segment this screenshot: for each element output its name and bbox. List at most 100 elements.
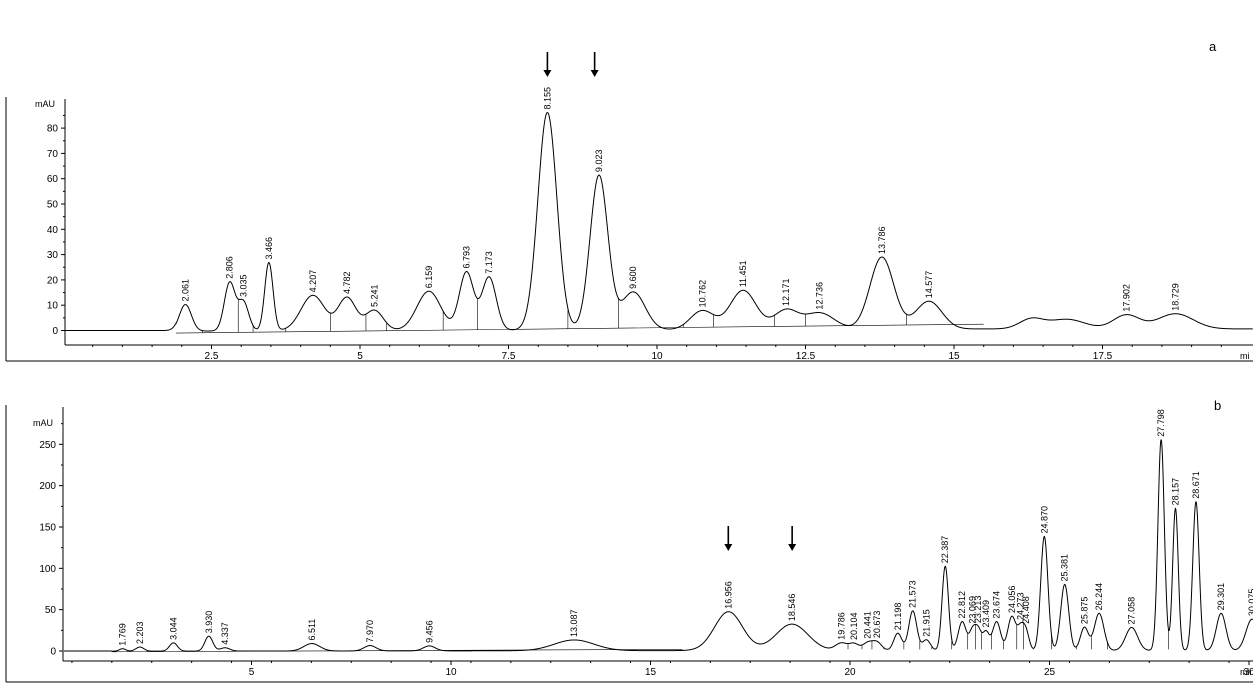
panel-label: a — [1209, 39, 1217, 54]
x-axis-unit: mi — [1240, 351, 1250, 361]
peak-label: 9.456 — [424, 620, 434, 643]
y-tick-label: 20 — [47, 275, 59, 286]
peak-label: 4.207 — [308, 270, 318, 293]
x-tick-label: 2.5 — [205, 351, 219, 362]
y-tick-label: 60 — [47, 174, 59, 185]
x-tick-label: 12.5 — [796, 351, 816, 362]
peak-label: 13.087 — [569, 609, 579, 637]
integration-baseline — [175, 323, 984, 334]
peak-label: 23.213 — [973, 596, 983, 624]
peak-label: 24.408 — [1021, 596, 1031, 624]
peak-label: 20.104 — [849, 612, 859, 640]
peak-label: 21.915 — [921, 609, 931, 637]
peak-label: 6.159 — [424, 266, 434, 289]
peak-label: 4.782 — [342, 271, 352, 294]
y-tick-label: 50 — [45, 605, 57, 616]
x-tick-label: 17.5 — [1093, 351, 1113, 362]
arrow-head — [788, 544, 797, 551]
x-tick-label: 15 — [948, 351, 960, 362]
peak-label: 24.273 — [1015, 592, 1025, 620]
x-tick-label: 15 — [645, 667, 657, 678]
peak-label: 12.736 — [815, 282, 825, 310]
peak-label: 22.387 — [940, 536, 950, 564]
peak-label: 19.786 — [836, 612, 846, 640]
integration-baseline — [111, 649, 683, 653]
peak-label: 9.023 — [594, 150, 604, 173]
x-axis-unit: min — [1240, 667, 1253, 677]
x-tick-label: 10 — [445, 667, 457, 678]
peak-label: 9.600 — [628, 266, 638, 289]
arrow-head — [724, 544, 733, 551]
peak-label: 23.069 — [967, 596, 977, 624]
peak-label: 14.577 — [924, 271, 934, 299]
peak-label: 21.573 — [908, 580, 918, 608]
peak-label: 21.198 — [893, 603, 903, 631]
peak-label: 11.451 — [738, 260, 748, 287]
arrow-head — [543, 70, 552, 77]
peak-label: 24.870 — [1039, 506, 1049, 534]
chromatogram-panel-a: 0 10 20 30 40 50 60 70 80 mAU 2.5 5 7.5 10 12.5 15 17.5 m… — [5, 39, 1253, 362]
peak-label: 28.671 — [1191, 471, 1201, 499]
peak-label: 7.173 — [484, 251, 494, 274]
peak-label: 27.058 — [1127, 597, 1137, 625]
y-tick-label: 0 — [52, 326, 58, 337]
y-tick-label: 100 — [39, 564, 56, 575]
peak-label: 3.930 — [204, 611, 214, 634]
y-tick-label: 10 — [47, 301, 59, 312]
peak-label: 18.729 — [1171, 283, 1181, 311]
peak-label: 12.171 — [781, 278, 791, 306]
peak-label: 3.035 — [238, 274, 248, 297]
y-tick-label: 50 — [47, 200, 59, 211]
peak-label: 8.155 — [542, 87, 552, 110]
peak-label: 24.056 — [1007, 586, 1017, 614]
peak-label: 30.075 — [1247, 589, 1253, 617]
x-tick-label: 30 — [1243, 667, 1253, 678]
peak-label: 6.511 — [307, 619, 317, 641]
peak-label: 22.812 — [957, 591, 967, 619]
peak-label: 2.061 — [180, 279, 190, 302]
peak-label: 25.381 — [1060, 554, 1070, 582]
x-tick-label: 25 — [1044, 667, 1056, 678]
x-tick-label: 5 — [357, 351, 363, 362]
y-axis-unit: mAU — [35, 99, 55, 109]
y-tick-label: 200 — [39, 481, 56, 492]
y-tick-label: 150 — [39, 522, 56, 533]
peak-label: 16.956 — [724, 581, 734, 609]
peak-label: 6.793 — [462, 246, 472, 269]
peak-label: 17.902 — [1121, 284, 1131, 312]
peak-label: 2.203 — [135, 622, 145, 645]
y-tick-label: 80 — [47, 124, 59, 135]
y-tick-label: 70 — [47, 149, 59, 160]
peak-label: 20.673 — [872, 611, 882, 639]
peak-label: 27.798 — [1156, 409, 1166, 437]
peak-label: 13.786 — [877, 227, 887, 255]
peak-label: 3.466 — [264, 237, 274, 260]
peak-label: 26.244 — [1094, 583, 1104, 611]
peak-label: 20.441 — [863, 611, 873, 639]
arrow-head — [590, 70, 599, 77]
peak-label: 4.337 — [220, 622, 230, 645]
peak-label: 23.674 — [992, 591, 1002, 619]
chromatogram-trace — [65, 112, 1253, 332]
panel-label: b — [1214, 398, 1221, 413]
peak-label: 29.301 — [1216, 583, 1226, 611]
y-tick-label: 0 — [50, 647, 56, 658]
peak-label: 1.769 — [118, 623, 128, 646]
chromatogram-trace — [63, 439, 1253, 652]
peak-label: 23.409 — [981, 600, 991, 628]
peak-label: 3.044 — [168, 617, 178, 640]
peak-label: 25.875 — [1079, 597, 1089, 625]
y-tick-label: 40 — [47, 225, 59, 236]
x-tick-label: 7.5 — [502, 351, 516, 362]
x-tick-label: 10 — [651, 351, 663, 362]
peak-label: 7.970 — [365, 620, 375, 643]
peak-label: 5.241 — [369, 285, 379, 308]
peak-label: 2.806 — [225, 256, 235, 279]
y-tick-label: 30 — [47, 250, 59, 261]
y-tick-label: 250 — [39, 440, 56, 451]
peak-label: 10.762 — [697, 280, 707, 308]
peak-label: 28.157 — [1170, 478, 1180, 506]
x-tick-label: 5 — [249, 667, 255, 678]
